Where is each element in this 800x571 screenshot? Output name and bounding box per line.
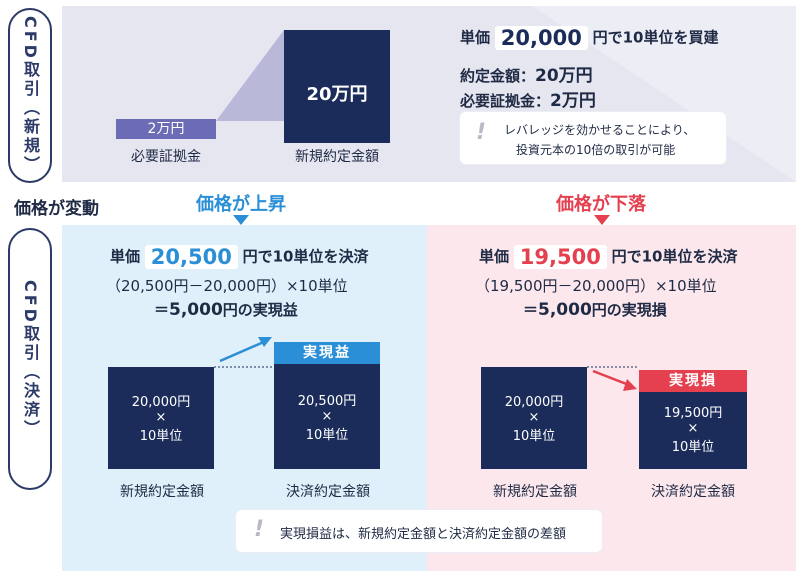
- up-cap-new: 新規約定金額: [120, 484, 204, 500]
- up-price-value: 20,500: [144, 245, 238, 269]
- contract-bar-label: 20万円: [306, 84, 368, 105]
- up-bar-new: 20,000円 × 10単位: [108, 367, 214, 469]
- pnl-note: ! 実現損益は、新規約定金額と決済約定金額の差額: [236, 510, 602, 552]
- down-line1: 単価 19,500 円で10単位を決済: [479, 245, 738, 269]
- price-change-label: 価格が変動: [14, 199, 99, 219]
- exclamation-icon: !: [254, 517, 265, 542]
- side-label-settle: CFD取引（決済）: [8, 228, 52, 490]
- margin-tag: 2万円: [116, 119, 216, 139]
- top-line2: 約定金額：20万円: [460, 66, 593, 86]
- up-bar-settle: 20,500円 × 10単位: [274, 364, 380, 469]
- side-label-new-text: CFD取引（新規）: [21, 16, 40, 175]
- down-bar-settle: 19,500円 × 10単位: [639, 392, 747, 469]
- up-line1: 単価 20,500 円で10単位を決済: [110, 245, 369, 269]
- leverage-note: ! レバレッジを効かせることにより、 投資元本の10倍の取引が可能: [460, 112, 726, 164]
- top-price-value: 20,000: [494, 26, 588, 50]
- up-gain-arrow: [214, 337, 274, 368]
- exclamation-icon: !: [476, 120, 487, 145]
- top-line3: 必要証拠金：2万円: [460, 91, 596, 111]
- down-line3: ＝5,000円の実現損: [523, 300, 667, 320]
- up-line3: ＝5,000円の実現益: [154, 300, 298, 320]
- contract-caption: 新規約定金額: [295, 149, 379, 165]
- down-line2: （19,500円－20,000円）×10単位: [475, 277, 717, 295]
- down-arrow-icon: [594, 215, 610, 225]
- new-position-panel: 2万円 必要証拠金 20万円 新規約定金額 単価 20,000 円で10単位を買…: [62, 6, 796, 182]
- down-loss-arrow: [587, 366, 639, 391]
- up-gain-tag: 実現益: [274, 342, 380, 364]
- down-loss-tag: 実現損: [639, 370, 747, 392]
- down-bar-new: 20,000円 × 10単位: [481, 367, 587, 469]
- side-label-new: CFD取引（新規）: [8, 8, 52, 183]
- margin-caption: 必要証拠金: [131, 149, 201, 165]
- up-line2: （20,500円－20,000円）×10単位: [106, 277, 348, 295]
- down-cap-new: 新規約定金額: [493, 484, 577, 500]
- up-arrow-icon: [233, 215, 249, 225]
- side-label-settle-text: CFD取引（決済）: [21, 279, 40, 439]
- top-line1: 単価 20,000 円で10単位を買建: [460, 26, 719, 50]
- down-heading: 価格が下落: [556, 194, 646, 215]
- contract-bar: 20万円: [284, 30, 390, 143]
- panel-decoration: [216, 6, 796, 182]
- up-heading: 価格が上昇: [196, 194, 286, 215]
- up-cap-settle: 決済約定金額: [286, 484, 370, 500]
- down-cap-settle: 決済約定金額: [651, 484, 735, 500]
- down-price-value: 19,500: [513, 245, 607, 269]
